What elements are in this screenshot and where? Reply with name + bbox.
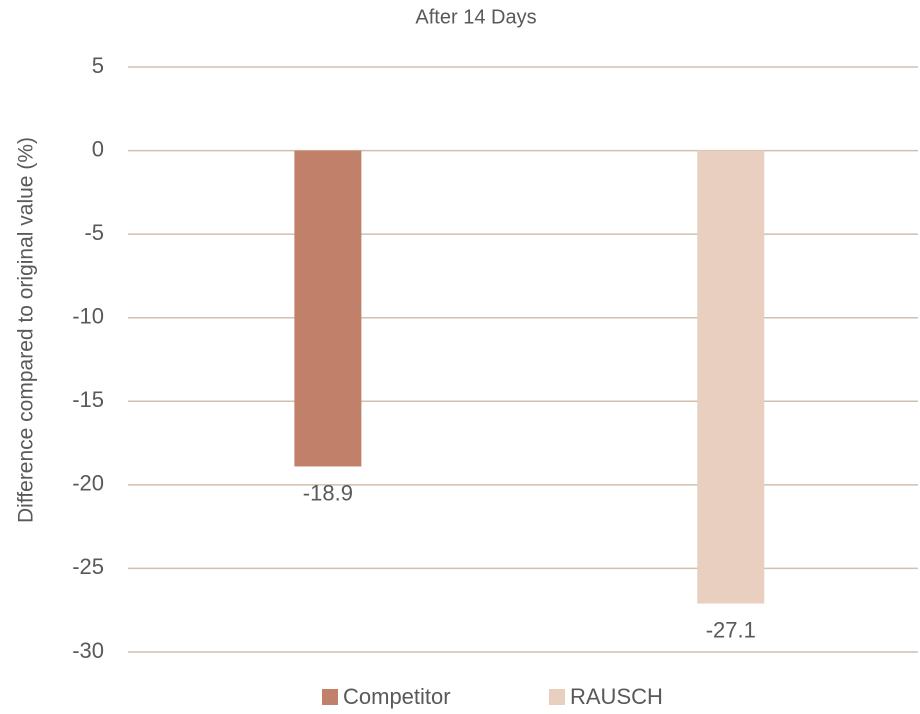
- data-label: -18.9: [303, 480, 353, 505]
- legend-label: Competitor: [343, 684, 451, 709]
- y-tick-label: 5: [92, 53, 104, 78]
- bar: [294, 150, 362, 467]
- y-tick-label: -10: [72, 304, 104, 329]
- bar: [697, 150, 765, 604]
- y-tick-label: -20: [72, 471, 104, 496]
- y-axis-label: Difference compared to original value (%…: [15, 137, 38, 523]
- y-tick-label: 0: [92, 136, 104, 161]
- y-tick-label: -30: [72, 638, 104, 663]
- legend-swatch: [322, 689, 338, 705]
- legend-label: RAUSCH: [570, 684, 663, 709]
- chart-title: After 14 Days: [415, 6, 536, 28]
- y-tick-label: -15: [72, 387, 104, 412]
- y-tick-label: -5: [84, 220, 104, 245]
- data-label: -27.1: [706, 617, 756, 642]
- legend-swatch: [549, 689, 565, 705]
- y-tick-label: -25: [72, 554, 104, 579]
